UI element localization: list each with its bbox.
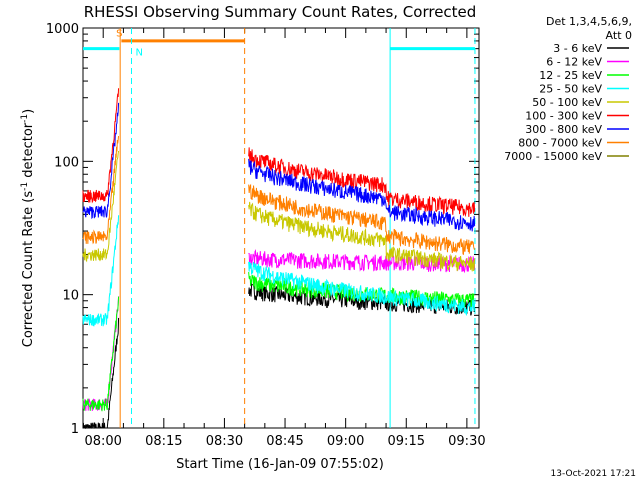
x-tick-label: 08:30 (206, 434, 243, 449)
legend-entry-label: 3 - 6 keV (553, 42, 602, 55)
y-tick-label: 1 (71, 422, 79, 437)
x-tick-label: 08:00 (84, 434, 121, 449)
legend-entry-label: 800 - 7000 keV (518, 137, 602, 150)
x-tick-label: 09:30 (448, 434, 485, 449)
y-axis-label-superscript: -1 (20, 182, 30, 191)
series-line (248, 261, 476, 316)
series-line (82, 296, 120, 412)
x-tick-label: 09:15 (388, 434, 425, 449)
series-line (248, 272, 475, 310)
series-line (82, 215, 120, 327)
y-axis-label-superscript: -1 (20, 114, 30, 123)
legend-header-line2: Att 0 (606, 29, 632, 42)
x-tick-label: 08:15 (145, 434, 182, 449)
legend-entry-label: 100 - 300 keV (525, 110, 602, 123)
timestamp-label: 13-Oct-2021 17:21 (551, 469, 636, 479)
series-line (248, 201, 476, 272)
series-line (82, 102, 120, 220)
series-line (82, 135, 120, 245)
x-tick-label: 08:45 (266, 434, 303, 449)
x-tick-label: 09:00 (327, 434, 364, 449)
series-line (82, 317, 120, 430)
chart-title: RHESSI Observing Summary Count Rates, Co… (84, 3, 477, 21)
night-flag-label: N (136, 48, 143, 59)
legend-entry-label: 300 - 800 keV (525, 123, 602, 136)
series-line (248, 158, 476, 232)
legend-entry-label: 12 - 25 keV (539, 69, 602, 82)
legend-entry-label: 7000 - 15000 keV (504, 150, 602, 163)
y-tick-label: 10 (62, 289, 79, 304)
series-line (248, 183, 476, 256)
y-tick-label: 1000 (46, 22, 79, 37)
series-line (82, 150, 120, 263)
legend-header-line1: Det 1,3,4,5,6,9, (546, 15, 632, 28)
legend-entry-label: 6 - 12 keV (546, 56, 602, 69)
y-axis-label-part: detector (21, 122, 36, 182)
plot-frame (82, 27, 480, 429)
saa-flag-label: S (116, 29, 122, 40)
plot-area: 1 10 100 1000 08:00 08:15 08:30 08:45 09:00 09:15… (46, 22, 486, 449)
y-axis-label: Corrected Count Rate (s-1 detector-1) (20, 109, 36, 347)
y-tick-label: 100 (54, 155, 79, 170)
series-line (82, 88, 120, 204)
legend-entry-label: 50 - 100 keV (532, 96, 602, 109)
y-axis-label-part: ) (21, 109, 36, 114)
legend-entry-label: 25 - 50 keV (539, 83, 602, 96)
x-axis-label: Start Time (16-Jan-09 07:55:02) (176, 457, 384, 472)
y-axis-label-part: Corrected Count Rate (s (21, 191, 36, 348)
